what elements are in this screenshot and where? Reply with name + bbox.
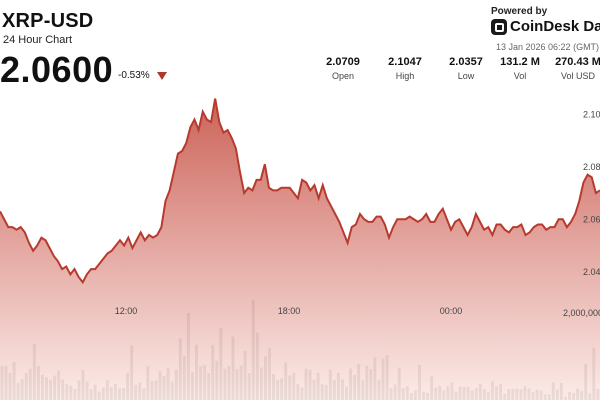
x-tick-label: 00:00 xyxy=(440,306,463,316)
powered-by-label: Powered by xyxy=(491,6,548,17)
stat-vol-usd: 270.43 M Vol USD xyxy=(548,56,600,81)
timestamp: 13 Jan 2026 06:22 (GMT) xyxy=(496,42,600,52)
stat-label: High xyxy=(395,71,415,81)
stat-value: 2.0709 xyxy=(326,56,360,68)
chart-subtitle: 24 Hour Chart xyxy=(3,34,73,46)
price-change: -0.53% xyxy=(118,70,150,81)
stat-low: 2.0357 Low xyxy=(436,56,496,81)
coindesk-logo-icon xyxy=(491,18,507,35)
volume-tick-label: 2,000,000 xyxy=(563,308,600,318)
stat-label: Open xyxy=(331,71,355,81)
brand-name: CoinDesk Data xyxy=(510,18,600,35)
stat-value: 2.1047 xyxy=(388,56,422,68)
stat-value: 2.0357 xyxy=(449,56,483,68)
stat-open: 2.0709 Open xyxy=(313,56,373,81)
chart-title: XRP-USD xyxy=(2,10,94,32)
price-volume-chart: 12:00 18:00 00:00 2.10 2.08 2.06 2.04 2,000,000 xyxy=(0,98,600,400)
y-tick-label: 2.06 xyxy=(583,214,600,224)
current-price: 2.0600 xyxy=(0,49,114,90)
y-tick-label: 2.10 xyxy=(583,109,600,119)
y-tick-label: 2.08 xyxy=(583,162,600,172)
stat-label: Vol USD xyxy=(560,71,595,81)
price-line xyxy=(0,98,600,285)
down-arrow-icon xyxy=(157,72,167,80)
x-tick-label: 18:00 xyxy=(278,306,301,316)
stat-high: 2.1047 High xyxy=(375,56,435,81)
stat-label: Vol xyxy=(513,71,527,81)
x-tick-label: 12:00 xyxy=(115,306,138,316)
price-area xyxy=(0,98,600,400)
stat-value: 270.43 M xyxy=(555,56,600,68)
stat-label: Low xyxy=(457,71,475,81)
brand-logo: CoinDesk Data xyxy=(491,18,600,35)
stat-vol: 131.2 M Vol xyxy=(490,56,550,81)
y-tick-label: 2.04 xyxy=(583,267,600,277)
stat-value: 131.2 M xyxy=(500,56,540,68)
